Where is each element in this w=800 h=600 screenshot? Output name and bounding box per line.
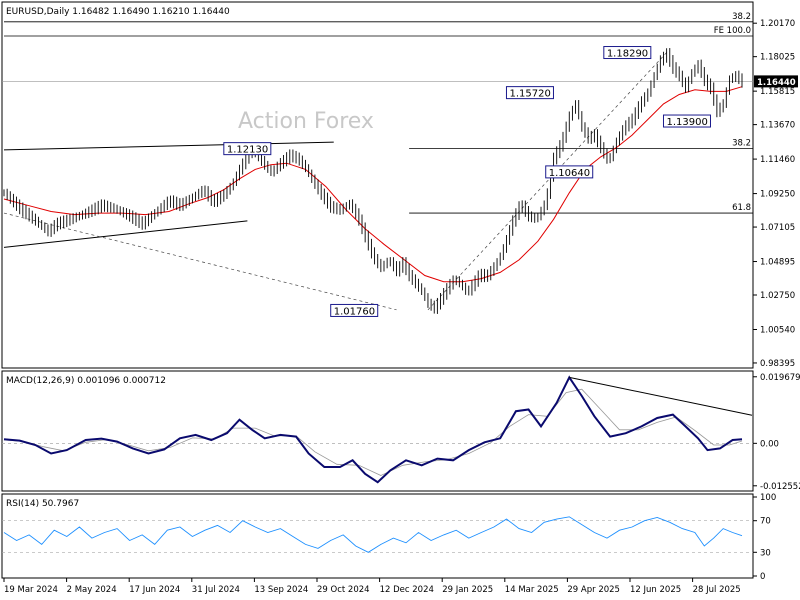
price-tick-label-8: 1.02750 <box>760 291 795 301</box>
price-tick-label-9: 1.00540 <box>760 325 795 335</box>
rsi-tick-label-3: 0 <box>760 572 765 582</box>
price-tick-label-1: 1.18025 <box>760 53 795 63</box>
price-panel-frame <box>1 1 754 369</box>
x-tick-label-11: 28 Jul 2025 <box>693 585 741 595</box>
price-label-box-3 <box>505 86 554 100</box>
macd-tick-label-1: 0.00 <box>760 439 779 449</box>
rsi-panel-frame <box>1 493 754 579</box>
price-tick-label-0: 1.20170 <box>760 19 795 29</box>
price-label-box-5 <box>662 114 711 128</box>
price-label-text-2: 1.10640 <box>549 168 590 179</box>
price-label-box-2 <box>545 165 594 179</box>
lower-channel-line <box>3 220 248 248</box>
price-tick-label-2: 1.15815 <box>760 87 795 97</box>
x-tick-label-6: 12 Dec 2024 <box>380 585 434 595</box>
price-label-text-1: 1.01760 <box>334 306 375 317</box>
x-tick-label-2: 17 Jun 2024 <box>129 585 180 595</box>
price-label-0: 1.12130 <box>223 142 272 156</box>
x-tick-label-9: 29 Apr 2025 <box>567 585 620 595</box>
dashed-rally-line <box>427 52 667 311</box>
x-tick-label-4: 13 Sep 2024 <box>254 585 308 595</box>
price-layer: 38.2 FE 100.0 38.2 61.8 1.12130 1.01760 1.1064… <box>2 12 753 317</box>
upper-channel-line <box>3 141 334 151</box>
rsi-layer <box>2 516 753 553</box>
x-tick-label-7: 29 Jan 2025 <box>442 585 493 595</box>
fib-label-3: 61.8 <box>732 203 751 213</box>
symbol-header: EURUSD,Daily 1.16482 1.16490 1.16210 1.1… <box>6 7 230 17</box>
macd-layer <box>2 375 753 484</box>
x-tick-label-3: 31 Jul 2024 <box>192 585 240 595</box>
x-tick-label-1: 2 May 2024 <box>67 585 117 595</box>
macd-signal-line <box>3 388 743 476</box>
rsi-tick-label-0: 100 <box>760 493 776 503</box>
x-tick-label-0: 19 Mar 2024 <box>4 585 58 595</box>
rsi-tick-label-2: 30 <box>760 548 771 558</box>
watermark: Action Forex <box>238 109 374 134</box>
price-tick-label-10: 0.98395 <box>760 359 795 369</box>
price-tick-label-6: 1.07105 <box>760 223 795 233</box>
x-tick-label-10: 12 Jun 2025 <box>630 585 681 595</box>
current-price-value: 1.16440 <box>757 78 796 88</box>
price-label-text-3: 1.15720 <box>509 89 550 100</box>
price-label-4: 1.18290 <box>603 46 652 60</box>
fib-label-1: FE 100.0 <box>714 26 751 36</box>
axis-layer: 1.20170 1.18025 1.15815 1.13670 1.11460 1.092… <box>3 19 800 595</box>
macd-panel-frame <box>1 370 754 492</box>
price-tick-label-4: 1.11460 <box>760 155 795 165</box>
x-tick-label-5: 29 Oct 2024 <box>317 585 370 595</box>
price-label-5: 1.13900 <box>662 114 711 128</box>
x-tick-label-8: 14 Mar 2025 <box>505 585 559 595</box>
fib-label-2: 38.2 <box>732 139 751 149</box>
dashed-support-line <box>3 212 397 311</box>
rsi-header: RSI(14) 50.7967 <box>6 499 79 509</box>
price-label-box-0 <box>223 142 272 156</box>
price-label-2: 1.10640 <box>545 165 594 179</box>
macd-tick-label-2: -0.012552 <box>760 482 800 492</box>
macd-line <box>3 375 743 484</box>
price-label-3: 1.15720 <box>505 86 554 100</box>
price-label-text-0: 1.12130 <box>227 145 268 156</box>
price-label-text-5: 1.13900 <box>666 117 707 128</box>
price-tick-label-7: 1.04895 <box>760 258 795 268</box>
price-label-1: 1.01760 <box>330 303 379 317</box>
price-tick-label-5: 1.09250 <box>760 190 795 200</box>
price-label-box-4 <box>603 46 652 60</box>
macd-tick-label-0: 0.019679 <box>760 373 800 383</box>
current-price-tag <box>754 75 798 88</box>
macd-trendline <box>569 376 753 416</box>
price-label-text-4: 1.18290 <box>607 49 648 60</box>
rsi-tick-label-1: 70 <box>760 517 771 527</box>
price-tick-label-3: 1.13670 <box>760 121 795 131</box>
fib-label-0: 38.2 <box>732 12 751 22</box>
macd-header: MACD(12,26,9) 0.001096 0.000712 <box>6 376 166 386</box>
rsi-line <box>3 516 743 553</box>
price-label-box-1 <box>330 303 379 317</box>
